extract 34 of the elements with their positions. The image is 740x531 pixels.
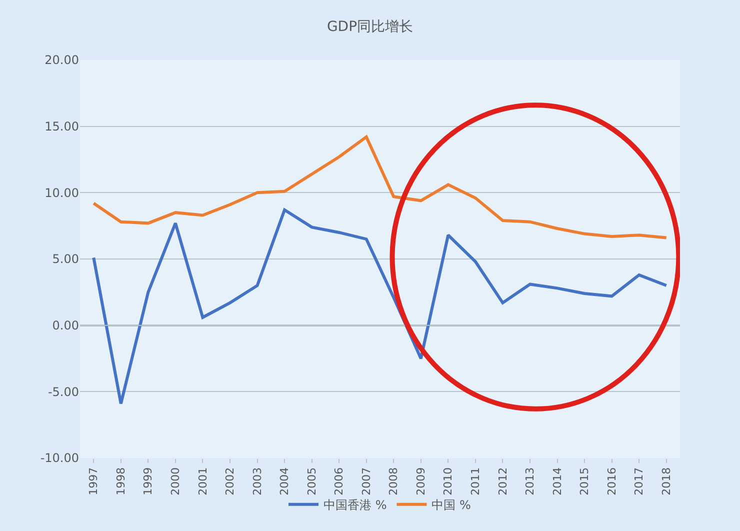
x-tick-label: 1998	[114, 467, 128, 496]
x-tick-label: 2005	[305, 467, 318, 496]
y-tick-label: -5.00	[48, 384, 79, 399]
x-tick-label: 2015	[578, 467, 592, 496]
x-tick-label: 2011	[469, 467, 482, 496]
x-tick-label: 2010	[442, 467, 455, 496]
x-tick-label: 1997	[87, 467, 100, 496]
x-tick-label: 2018	[660, 467, 673, 496]
x-tick-label: 2000	[169, 467, 182, 496]
line-series	[92, 208, 668, 406]
x-tick-label: 2014	[550, 467, 564, 496]
legend-label: 中国香港 %	[324, 498, 387, 512]
y-tick-label: 0.00	[52, 318, 79, 333]
x-tick-label: 2002	[224, 467, 237, 496]
x-tick-label: 2004	[278, 467, 292, 496]
x-tick-label: 2008	[387, 467, 400, 496]
y-tick-label: 20.00	[44, 53, 79, 68]
x-tick-label: 2012	[496, 467, 510, 496]
legend-label: 中国 %	[432, 498, 471, 512]
chart-title: GDP同比增长	[326, 19, 414, 36]
x-tick-label: 2013	[524, 467, 537, 496]
x-tick-label: 2017	[632, 467, 646, 496]
x-tick-label: 2016	[605, 467, 618, 496]
y-tick-label: 5.00	[52, 252, 79, 266]
x-tick-label: 2006	[332, 467, 346, 496]
line-series	[92, 135, 668, 240]
x-tick-label: 2001	[196, 467, 210, 496]
y-tick-label: 10.00	[44, 186, 79, 200]
x-tick-label: 2009	[414, 467, 428, 496]
y-tick-label: -10.00	[40, 451, 79, 466]
x-tick-label: 2007	[360, 467, 373, 496]
x-tick-label: 2003	[250, 467, 264, 496]
x-tick-label: 1999	[142, 467, 155, 496]
y-tick-label: 15.00	[44, 120, 79, 134]
